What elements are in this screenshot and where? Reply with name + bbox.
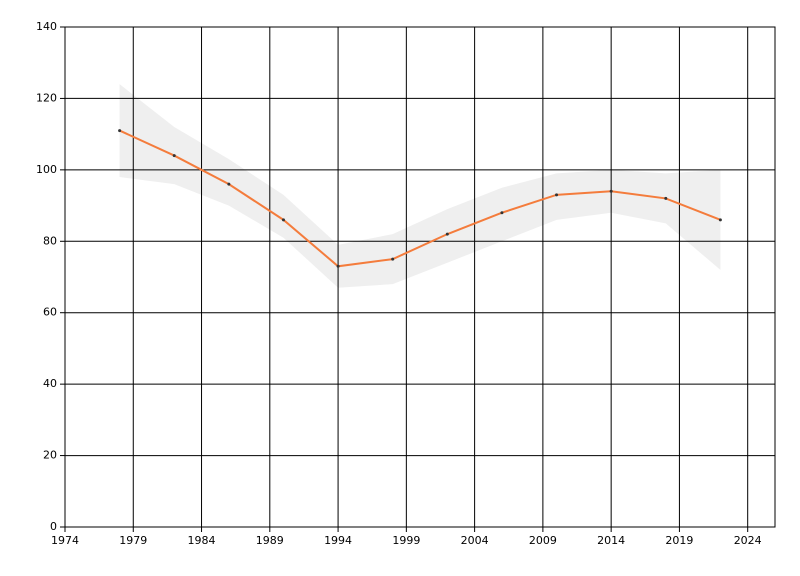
confidence-band xyxy=(119,84,721,288)
data-point xyxy=(172,154,176,158)
y-tick-label: 0 xyxy=(50,520,57,533)
x-tick-label: 2004 xyxy=(461,534,489,547)
y-tick-label: 120 xyxy=(36,91,57,104)
data-point xyxy=(718,218,722,222)
y-tick-label: 100 xyxy=(36,163,57,176)
x-tick-label: 2009 xyxy=(529,534,557,547)
x-tick-label: 1984 xyxy=(188,534,216,547)
x-tick-label: 1994 xyxy=(324,534,352,547)
x-tick-label: 2019 xyxy=(665,534,693,547)
data-point xyxy=(445,232,449,236)
y-tick-label: 20 xyxy=(43,449,57,462)
data-line xyxy=(119,129,721,268)
data-point xyxy=(500,211,504,215)
plot-frame xyxy=(64,26,776,528)
y-tick-label: 60 xyxy=(43,306,57,319)
data-point xyxy=(555,193,559,197)
x-tick-label: 2024 xyxy=(734,534,762,547)
data-point xyxy=(281,218,285,222)
x-tick-label: 1999 xyxy=(392,534,420,547)
data-point xyxy=(391,257,395,261)
data-point xyxy=(118,129,122,133)
data-point xyxy=(227,182,231,186)
data-point xyxy=(336,264,340,268)
x-tick-label: 2014 xyxy=(597,534,625,547)
data-point xyxy=(664,196,668,200)
x-tick-label: 1974 xyxy=(51,534,79,547)
x-tick-label: 1989 xyxy=(256,534,284,547)
data-point xyxy=(609,189,613,193)
y-tick-label: 80 xyxy=(43,234,57,247)
y-tick-label: 40 xyxy=(43,377,57,390)
y-tick-label: 140 xyxy=(36,20,57,33)
x-tick-label: 1979 xyxy=(119,534,147,547)
